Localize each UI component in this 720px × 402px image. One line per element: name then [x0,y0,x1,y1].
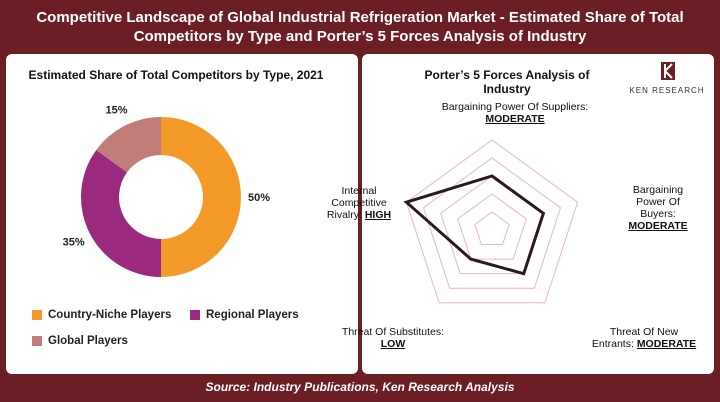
legend-item-global: Global Players [32,335,128,347]
legend-label-global: Global Players [48,335,128,347]
force-suppliers-level: MODERATE [485,113,545,125]
force-buyers-name: Bargaining Power Of Buyers: [632,184,684,220]
donut-title-text: Estimated Share of Total Competitors by … [28,68,324,82]
legend-swatch-global [32,336,42,346]
title-line-2: Competitors by Type and Porter’s 5 Force… [133,28,587,45]
donut-slice-global-players [96,117,161,173]
legend-item-country-niche: Country-Niche Players [32,309,171,321]
logo-text: KEN RESEARCH [629,86,704,95]
legend-item-regional: Regional Players [190,309,299,321]
title-bar: Competitive Landscape of Global Industri… [0,0,720,52]
force-substitutes: Threat Of Substitutes: LOW [318,326,468,350]
donut-slice-regional-players [81,149,161,277]
force-buyers-level: MODERATE [628,220,688,232]
donut-title: Estimated Share of Total Competitors by … [26,68,326,82]
title-line-1: Competitive Landscape of Global Industri… [36,9,684,26]
legend-swatch-country-niche [32,310,42,320]
radar-grid-ring-1 [474,211,510,246]
logo-k-glyph [664,63,673,79]
force-new-entrants: Threat Of New Entrants: MODERATE [588,326,700,350]
radar-series-line [403,174,546,276]
force-suppliers: Bargaining Power Of Suppliers: MODERATE [440,101,590,125]
share-chart-panel: Estimated Share of Total Competitors by … [6,54,358,374]
force-rivalry-level: HIGH [364,209,392,221]
force-suppliers-name: Bargaining Power Of Suppliers: [441,101,589,113]
donut-label-country-niche-players: 50% [248,192,270,204]
force-buyers: Bargaining Power Of Buyers: MODERATE [618,184,698,232]
donut-slice-country-niche-players [161,117,241,277]
force-rivalry: Internal Competitive Rivalry: HIGH [326,185,392,221]
legend-swatch-regional [190,310,200,320]
radar-title: Porter’s 5 Forces Analysis of Industry [422,68,592,96]
radar-title-text: Porter’s 5 Forces Analysis of Industry [424,68,590,96]
legend-label-country-niche: Country-Niche Players [48,309,172,321]
legend-label-regional: Regional Players [206,309,299,321]
force-new-entrants-level: MODERATE [636,338,697,350]
force-substitutes-level: LOW [380,338,406,350]
radar-grid-ring-2 [457,193,527,260]
radar-grid-ring-5 [405,139,579,304]
radar-chart [403,139,579,304]
donut-label-global-players: 15% [105,105,127,117]
porter-chart-panel: Porter’s 5 Forces Analysis of Industry K… [327,54,714,374]
source-footer: Source: Industry Publications, Ken Resea… [205,380,515,394]
radar-grid-ring-4 [422,157,562,289]
force-substitutes-name: Threat Of Substitutes: [341,326,445,338]
donut-label-regional-players: 35% [63,236,85,248]
force-new-entrants-name: Threat Of New Entrants: [591,326,679,350]
donut-chart: 50% 35% 15% [63,105,270,277]
force-rivalry-name: Internal Competitive Rivalry: [326,185,387,221]
ken-research-logo: KEN RESEARCH [629,62,704,95]
